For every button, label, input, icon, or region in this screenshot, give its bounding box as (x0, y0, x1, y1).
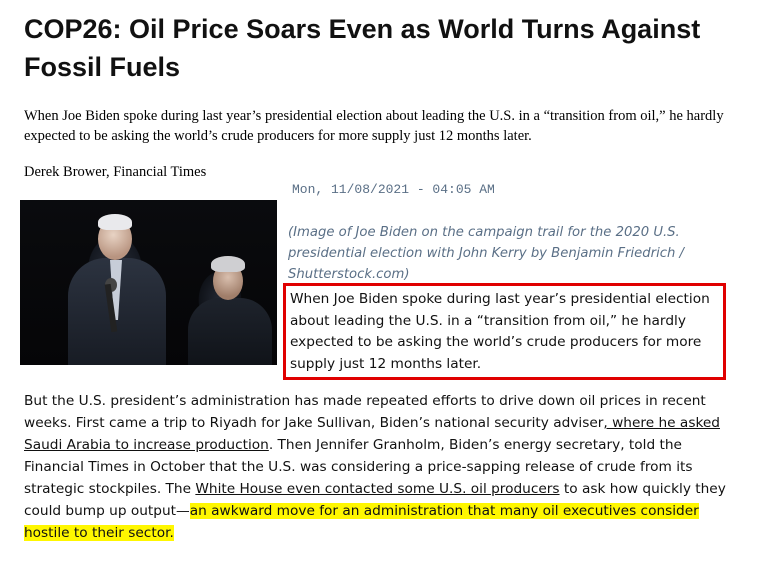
photo-hair-listener (211, 256, 245, 272)
body-text-part-2: . Then Jennifer Granholm, Biden’s energy… (24, 437, 693, 497)
article-photo (20, 200, 277, 365)
white-house-oil-producers-link[interactable]: White House even contacted some U.S. oil… (195, 481, 560, 497)
saudi-production-link[interactable]: , where he asked Saudi Arabia to increas… (24, 415, 720, 453)
body-text-part-3: to ask how quickly they could bump up ou… (24, 481, 726, 519)
article-headline: COP26: Oil Price Soars Even as World Tur… (24, 14, 701, 82)
body-text-part-1: But the U.S. president’s administration … (24, 393, 706, 431)
photo-figure-listener (188, 298, 272, 365)
article-body-paragraph: But the U.S. president’s administration … (24, 390, 746, 544)
article-date: Mon, 11/08/2021 - 04:05 AM (292, 182, 495, 197)
photo-hair-speaker (98, 214, 132, 230)
highlighted-lede-box: When Joe Biden spoke during last year’s … (283, 283, 726, 380)
article-author: Derek Brower, Financial Times (24, 164, 207, 180)
article-summary: When Joe Biden spoke during last year’s … (24, 108, 724, 144)
photo-caption: (Image of Joe Biden on the campaign trai… (288, 225, 684, 282)
